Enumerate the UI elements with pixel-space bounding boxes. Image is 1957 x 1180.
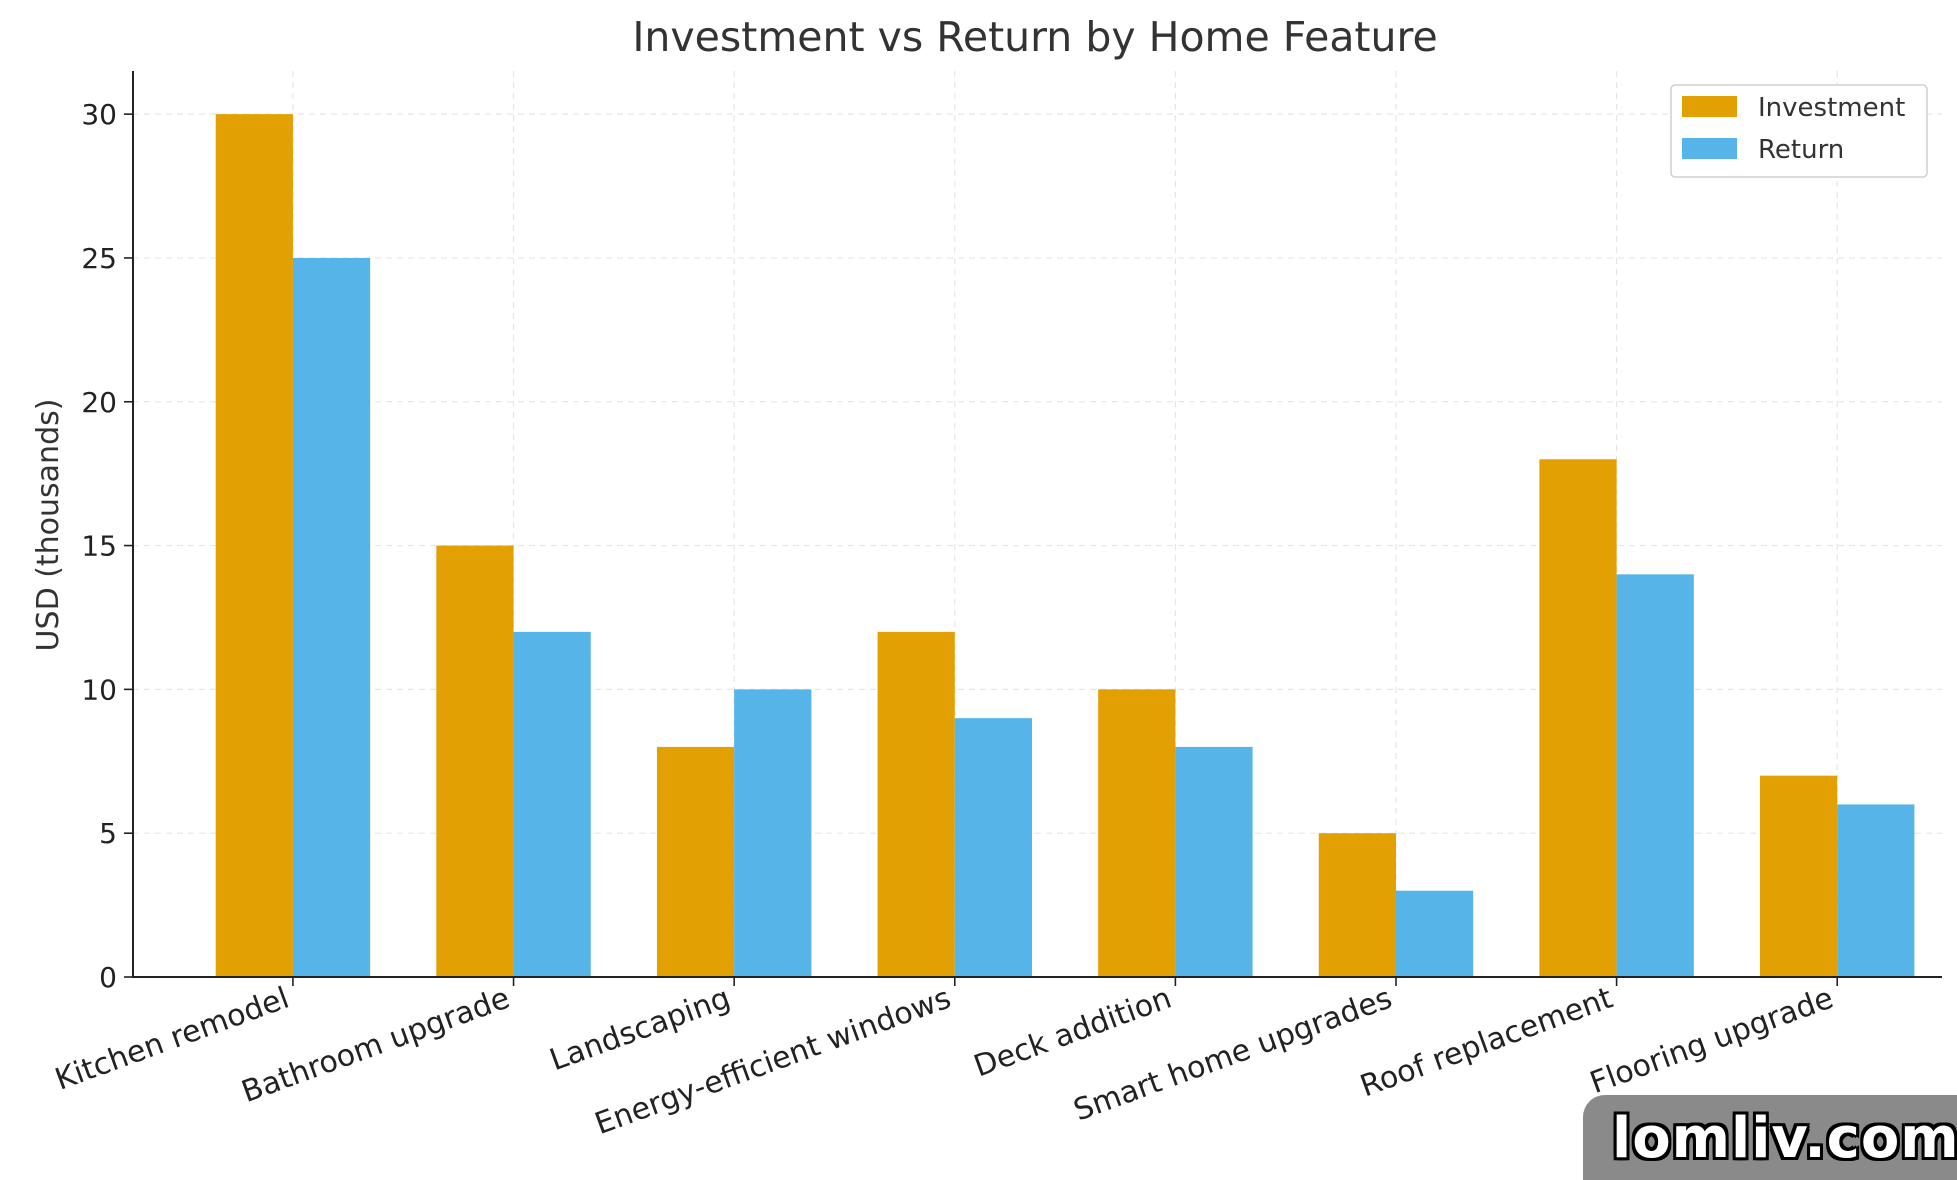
legend-label: Return	[1758, 135, 1844, 165]
legend-label: Investment	[1758, 93, 1905, 123]
bar-return-8	[1837, 804, 1915, 977]
bar-investment-1	[215, 114, 293, 977]
bar-return-2	[513, 631, 591, 977]
bar-investment-5	[1098, 689, 1176, 977]
watermark-text: lomliv.com	[1612, 1106, 1957, 1171]
bar-return-1	[292, 257, 371, 977]
chart-title: Investment vs Return by Home Feature	[632, 13, 1437, 61]
y-tick-label: 0	[99, 961, 117, 994]
y-tick-label: 25	[81, 242, 117, 275]
y-tick-label: 20	[81, 386, 117, 419]
bar-return-4	[954, 718, 1032, 977]
legend: Investment Return	[1670, 84, 1928, 178]
bar-return-3	[734, 689, 812, 977]
x-tick-label: Flooring upgrade	[1586, 981, 1838, 1101]
y-tick-label: 15	[81, 530, 117, 563]
y-tick-labels: 0 5 10 15 20 25 30	[81, 98, 117, 994]
axes	[124, 71, 1942, 986]
bar-investment-2	[436, 545, 514, 977]
x-tick-label: Landscaping	[545, 981, 735, 1079]
bar-investment-7	[1539, 459, 1617, 977]
bar-investment-4	[877, 631, 955, 977]
bars	[215, 114, 1915, 977]
bar-investment-8	[1759, 775, 1838, 977]
legend-swatch	[1682, 96, 1737, 117]
bar-return-6	[1395, 890, 1474, 977]
y-axis-label: USD (thousands)	[31, 399, 66, 652]
bar-return-5	[1175, 746, 1253, 977]
bar-investment-3	[656, 746, 735, 977]
bar-investment-6	[1318, 833, 1396, 977]
x-tick-label: Energy-efficient windows	[590, 981, 955, 1142]
legend-swatch	[1682, 138, 1737, 159]
y-tick-label: 5	[99, 817, 117, 850]
x-tick-label: Roof replacement	[1356, 981, 1618, 1105]
watermark-badge	[1583, 1095, 1957, 1180]
y-tick-label: 10	[81, 673, 117, 706]
y-tick-label: 30	[81, 98, 117, 131]
bar-return-7	[1616, 574, 1694, 977]
